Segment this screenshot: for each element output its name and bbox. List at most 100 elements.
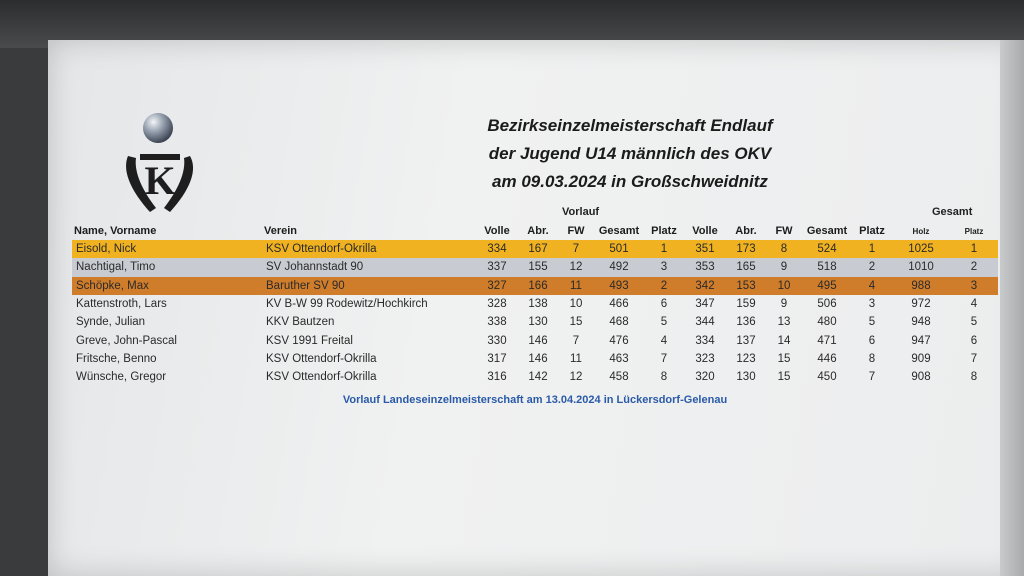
results-body: Eisold, Nick KSV Ottendorf-Okrilla 334 1… xyxy=(72,240,998,386)
cell-platz-1: 2 xyxy=(644,276,684,295)
cell-abr-2: 159 xyxy=(736,298,756,311)
cell-platz-1: 4 xyxy=(660,334,668,347)
cell-platz-2: 5 xyxy=(868,316,876,329)
cell-platz-1: 3 xyxy=(644,258,684,277)
table-row[interactable]: Eisold, Nick KSV Ottendorf-Okrilla 334 1… xyxy=(72,240,998,259)
cell-platz-2: 1 xyxy=(852,240,892,259)
page-title: Bezirkseinzelmeisterschaft Endlauf der J… xyxy=(440,112,820,196)
cell-gesamt-2: 518 xyxy=(802,258,852,277)
cell-volle-2: 342 xyxy=(684,276,726,295)
cell-gesamt-1: 466 xyxy=(609,298,629,311)
cell-volle-1: 334 xyxy=(476,240,518,259)
cell-name: Synde, Julian xyxy=(76,316,146,329)
cell-fw-2: 8 xyxy=(766,240,802,259)
cell-holz: 1010 xyxy=(892,258,950,277)
cell-volle-1: 328 xyxy=(487,298,507,311)
table-row[interactable]: Fritsche, Benno KSV Ottendorf-Okrilla 31… xyxy=(72,350,998,368)
cell-fw-1: 10 xyxy=(569,298,583,311)
cell-abr-1: 130 xyxy=(528,316,548,329)
cell-fw-1: 12 xyxy=(569,371,583,384)
cell-verein: KSV Ottendorf-Okrilla xyxy=(266,371,377,384)
pin-left-icon xyxy=(126,156,156,212)
cell-fw-2: 9 xyxy=(780,298,788,311)
cell-holz: 1025 xyxy=(892,240,950,259)
table-row[interactable]: Nachtigal, Timo SV Johannstadt 90 337 15… xyxy=(72,258,998,277)
cell-name: Kattenstroth, Lars xyxy=(76,298,167,311)
cell-platz-total: 5 xyxy=(970,316,978,329)
cell-volle-2: 351 xyxy=(684,240,726,259)
cell-platz-2: 3 xyxy=(868,298,876,311)
col-holz: Holz xyxy=(912,226,930,236)
cell-platz-total: 2 xyxy=(950,258,998,277)
col-abr-1: Abr. xyxy=(527,225,549,237)
title-line-3: am 09.03.2024 in Großschweidnitz xyxy=(492,172,768,191)
table-row[interactable]: Schöpke, Max Baruther SV 90 327 166 11 4… xyxy=(72,276,998,295)
cell-gesamt-1: 476 xyxy=(609,334,629,347)
cell-fw-1: 12 xyxy=(558,258,594,277)
col-fw-1: FW xyxy=(567,225,585,237)
cell-platz-2: 7 xyxy=(868,371,876,384)
cell-fw-1: 7 xyxy=(558,240,594,259)
cell-fw-2: 10 xyxy=(766,276,802,295)
cell-platz-total: 3 xyxy=(950,276,998,295)
cell-gesamt-1: 463 xyxy=(609,352,629,365)
cell-gesamt-2: 471 xyxy=(817,334,837,347)
table-row[interactable]: Greve, John-Pascal KSV 1991 Freital 330 … xyxy=(72,331,998,349)
cell-volle-1: 337 xyxy=(476,258,518,277)
cell-volle-1: 338 xyxy=(487,316,507,329)
cell-volle-1: 330 xyxy=(487,334,507,347)
cell-gesamt-2: 480 xyxy=(817,316,837,329)
cell-abr-2: 173 xyxy=(726,240,766,259)
cell-abr-1: 138 xyxy=(528,298,548,311)
cell-gesamt-2: 506 xyxy=(817,298,837,311)
cell-abr-2: 123 xyxy=(736,352,756,365)
cell-volle-2: 323 xyxy=(695,352,715,365)
cell-abr-2: 153 xyxy=(726,276,766,295)
pin-right-icon xyxy=(164,156,194,212)
cell-platz-1: 7 xyxy=(660,352,668,365)
cell-platz-total: 4 xyxy=(970,298,978,311)
ball-icon xyxy=(143,113,173,143)
table-header-row: Name, Vorname Verein Volle Abr. FW Gesam… xyxy=(72,222,998,240)
cell-abr-2: 130 xyxy=(736,371,756,384)
cell-holz: 947 xyxy=(911,334,931,347)
cell-platz-2: 4 xyxy=(852,276,892,295)
kegel-club-logo: K xyxy=(126,113,194,212)
title-line-1: Bezirkseinzelmeisterschaft Endlauf xyxy=(487,116,773,135)
cell-verein: KSV 1991 Freital xyxy=(266,334,353,347)
cell-fw-2: 13 xyxy=(777,316,791,329)
cell-name: Nachtigal, Timo xyxy=(72,258,262,277)
results-table: Name, Vorname Verein Volle Abr. FW Gesam… xyxy=(72,222,998,386)
cell-gesamt-2: 450 xyxy=(817,371,837,384)
cell-name: Schöpke, Max xyxy=(72,276,262,295)
cell-fw-2: 9 xyxy=(766,258,802,277)
cell-platz-1: 8 xyxy=(660,371,668,384)
cell-volle-1: 317 xyxy=(487,352,507,365)
cell-volle-2: 320 xyxy=(695,371,715,384)
cell-fw-2: 15 xyxy=(777,352,791,365)
col-verein: Verein xyxy=(264,225,298,237)
cell-platz-2: 6 xyxy=(868,334,876,347)
cell-abr-1: 146 xyxy=(528,334,548,347)
cell-volle-2: 353 xyxy=(684,258,726,277)
table-row[interactable]: Synde, Julian KKV Bautzen 338 130 15 468… xyxy=(72,313,998,331)
qualification-note: Vorlauf Landeseinzelmeisterschaft am 13.… xyxy=(342,394,728,406)
cell-fw-1: 11 xyxy=(570,352,582,365)
cell-volle-2: 344 xyxy=(695,316,715,329)
window-frame-right xyxy=(1000,40,1024,576)
cell-name: Greve, John-Pascal xyxy=(76,334,177,347)
cell-abr-1: 167 xyxy=(518,240,558,259)
table-row[interactable]: Wünsche, Gregor KSV Ottendorf-Okrilla 31… xyxy=(72,368,998,386)
cell-gesamt-2: 446 xyxy=(817,352,837,365)
cell-abr-2: 165 xyxy=(726,258,766,277)
group-header-gesamt: Gesamt xyxy=(932,206,973,218)
cell-name: Fritsche, Benno xyxy=(76,352,157,365)
col-volle-2: Volle xyxy=(692,225,718,237)
cell-platz-total: 6 xyxy=(970,334,978,347)
cell-fw-2: 14 xyxy=(777,334,791,347)
cell-gesamt-1: 493 xyxy=(594,276,644,295)
cell-platz-total: 1 xyxy=(950,240,998,259)
cell-volle-1: 316 xyxy=(487,371,507,384)
cell-verein: KSV Ottendorf-Okrilla xyxy=(262,240,476,259)
table-row[interactable]: Kattenstroth, Lars KV B-W 99 Rodewitz/Ho… xyxy=(72,295,998,313)
